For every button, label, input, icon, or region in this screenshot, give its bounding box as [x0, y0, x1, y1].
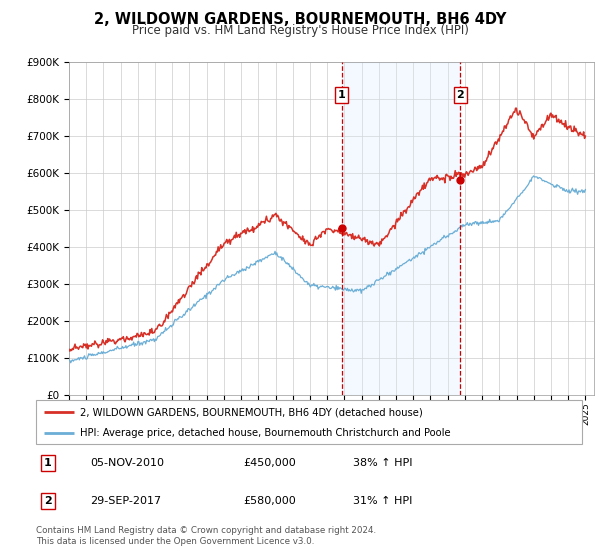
- Text: 2, WILDOWN GARDENS, BOURNEMOUTH, BH6 4DY (detached house): 2, WILDOWN GARDENS, BOURNEMOUTH, BH6 4DY…: [80, 407, 422, 417]
- Text: HPI: Average price, detached house, Bournemouth Christchurch and Poole: HPI: Average price, detached house, Bour…: [80, 428, 451, 438]
- Text: 1: 1: [44, 458, 52, 468]
- Text: 38% ↑ HPI: 38% ↑ HPI: [353, 458, 412, 468]
- Text: Price paid vs. HM Land Registry's House Price Index (HPI): Price paid vs. HM Land Registry's House …: [131, 24, 469, 37]
- Text: 2: 2: [457, 90, 464, 100]
- Text: 2, WILDOWN GARDENS, BOURNEMOUTH, BH6 4DY: 2, WILDOWN GARDENS, BOURNEMOUTH, BH6 4DY: [94, 12, 506, 27]
- Text: £580,000: £580,000: [244, 496, 296, 506]
- Text: £450,000: £450,000: [244, 458, 296, 468]
- Text: 1: 1: [338, 90, 346, 100]
- Bar: [341, 62, 460, 395]
- Text: 05-NOV-2010: 05-NOV-2010: [91, 458, 164, 468]
- Text: 29-SEP-2017: 29-SEP-2017: [91, 496, 162, 506]
- Text: 31% ↑ HPI: 31% ↑ HPI: [353, 496, 412, 506]
- Text: 2: 2: [44, 496, 52, 506]
- Text: Contains HM Land Registry data © Crown copyright and database right 2024.
This d: Contains HM Land Registry data © Crown c…: [36, 526, 376, 546]
